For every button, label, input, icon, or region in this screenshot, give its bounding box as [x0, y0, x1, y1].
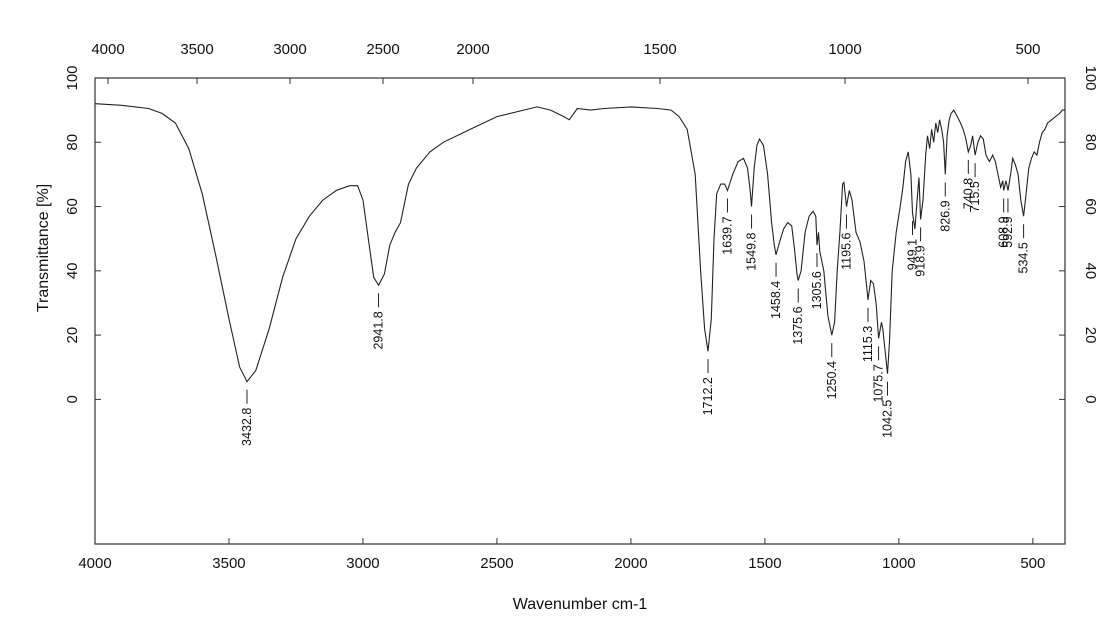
bottom-tick-label: 4000	[78, 555, 111, 572]
top-tick-label: 500	[1015, 41, 1040, 58]
top-tick-label: 1500	[643, 41, 676, 58]
top-tick-label: 3500	[180, 41, 213, 58]
left-tick-label: 20	[64, 327, 81, 344]
y-axis-title: Transmittance [%]	[35, 184, 52, 312]
bottom-tick-label: 3000	[346, 555, 379, 572]
peak-label: 949.1	[906, 239, 920, 270]
peak-label: 1075.7	[872, 364, 886, 402]
bottom-tick-label: 2500	[480, 555, 513, 572]
peak-label: 918.9	[914, 245, 928, 276]
spectrum-line	[94, 103, 1065, 383]
peak-label: 1375.6	[791, 306, 805, 344]
peak-label: 826.9	[938, 200, 952, 231]
right-tick-label: 100	[1082, 65, 1099, 90]
left-tick-label: 100	[64, 65, 81, 90]
top-tick-label: 4000	[91, 41, 124, 58]
peak-label: 1115.3	[861, 326, 875, 362]
peak-label: 1305.6	[810, 271, 824, 309]
right-tick-label: 0	[1082, 395, 1099, 403]
peak-label: 608.9	[997, 216, 1011, 247]
plot-frame	[94, 77, 1066, 545]
bottom-tick-label: 3500	[212, 555, 245, 572]
top-tick-label: 3000	[273, 41, 306, 58]
bottom-tick-label: 2000	[614, 555, 647, 572]
bottom-x-axis: 4000 3500 3000 2500 2000 1500 1000 500	[78, 538, 1045, 572]
left-tick-label: 80	[64, 134, 81, 151]
bottom-tick-label: 1000	[882, 555, 915, 572]
bottom-tick-label: 1500	[748, 555, 781, 572]
peak-label: 740.8	[961, 178, 975, 209]
right-tick-label: 80	[1082, 134, 1099, 151]
left-tick-label: 40	[64, 262, 81, 279]
peak-label: 1250.4	[825, 361, 839, 399]
peak-label: 3432.8	[240, 408, 254, 446]
peak-label: 592.9	[1001, 216, 1015, 247]
right-tick-label: 60	[1082, 198, 1099, 215]
top-tick-label: 2000	[456, 41, 489, 58]
peak-label: 1549.8	[745, 233, 759, 271]
right-y-axis: 0 20 40 60 80 100	[1059, 65, 1099, 404]
right-tick-label: 40	[1082, 262, 1099, 279]
peak-label: 534.5	[1017, 242, 1031, 273]
peak-labels: 3432.8 2941.8 1712.2 1639.7 1549.8 1458.4 1375…	[240, 159, 1031, 446]
peak-label: 715.5	[968, 181, 982, 212]
x-axis-title: Wavenumber cm-1	[513, 596, 648, 613]
peak-label: 1458.4	[769, 281, 783, 319]
peak-label: 1195.6	[839, 233, 853, 270]
left-y-axis: 0 20 40 60 80 100	[64, 65, 101, 404]
peak-label: 2941.8	[372, 311, 386, 349]
peak-label: 1042.5	[880, 400, 894, 438]
peak-label: 1639.7	[720, 216, 734, 254]
left-tick-label: 60	[64, 198, 81, 215]
bottom-tick-label: 500	[1020, 555, 1045, 572]
peak-label: 1712.2	[701, 377, 715, 415]
right-tick-label: 20	[1082, 327, 1099, 344]
top-tick-label: 1000	[828, 41, 861, 58]
top-tick-label: 2500	[366, 41, 399, 58]
top-x-axis: 4000 3500 3000 2500 2000 1500 1000 500	[91, 41, 1041, 84]
left-tick-label: 0	[64, 395, 81, 403]
